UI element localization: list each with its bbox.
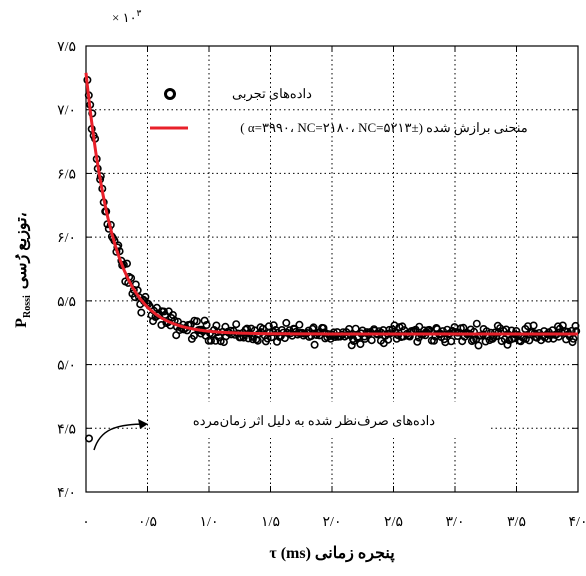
y-tick-label: ۵/۵ xyxy=(57,295,76,310)
x-tick-label: ۰ xyxy=(82,515,90,530)
data-point xyxy=(200,316,209,325)
annotation-text: داده‌های صرف‌نظر شده به دلیل اثر زمان‌مر… xyxy=(193,413,435,429)
data-point xyxy=(472,319,481,328)
data-point xyxy=(569,334,578,343)
y-tick-label: ۶/۰ xyxy=(57,231,76,246)
data-point xyxy=(310,340,319,349)
data-point xyxy=(503,340,512,349)
data-point xyxy=(190,331,199,340)
legend-marker-experimental xyxy=(164,88,176,100)
x-tick-label: ۳/۵ xyxy=(507,515,526,530)
data-point xyxy=(244,334,253,343)
data-point xyxy=(429,336,438,345)
x-tick-label: ۳/۰ xyxy=(446,515,465,530)
annotation-arrowhead xyxy=(138,419,148,429)
x-tick-label: ۱/۰ xyxy=(200,515,219,530)
x-tick-label: ۴/۰ xyxy=(569,515,586,530)
data-point xyxy=(415,322,424,331)
x-tick-label: ۰/۵ xyxy=(138,515,157,530)
data-point xyxy=(568,338,577,347)
data-point xyxy=(214,333,223,342)
svg-text:PRossiتوزیع رُسی،: PRossiتوزیع رُسی، xyxy=(13,212,33,328)
data-point xyxy=(413,337,422,346)
data-point xyxy=(447,337,456,346)
axis-exponent: × ۱۰۳ xyxy=(112,8,142,25)
y-tick-label: ۴/۰ xyxy=(57,486,76,501)
data-point xyxy=(367,336,376,345)
data-point xyxy=(392,334,401,343)
data-point xyxy=(309,323,318,332)
legend-entry-fit: منحنی برازش شده (±α=۳۹۹۰، NC=۲۱۸۰، NC=۵۲… xyxy=(240,120,528,136)
outlier-point xyxy=(85,434,94,443)
data-point xyxy=(329,328,338,337)
annotation-box xyxy=(150,402,488,438)
data-point xyxy=(319,324,328,333)
x-tick-label: ۲/۰ xyxy=(323,515,342,530)
fit-curve xyxy=(84,72,578,336)
data-point xyxy=(326,334,335,343)
data-point xyxy=(202,320,211,329)
data-point xyxy=(384,335,393,344)
annotation: داده‌های صرف‌نظر شده به دلیل اثر زمان‌مر… xyxy=(93,402,488,451)
data-point xyxy=(390,321,399,330)
data-point xyxy=(137,308,146,317)
legend-entry-experimental: داده‌های تجربی xyxy=(232,86,312,102)
data-point xyxy=(295,320,304,329)
annotation-arrow xyxy=(93,423,147,451)
data-point xyxy=(123,259,132,268)
y-tick-label: ۷/۵ xyxy=(57,40,76,55)
data-point xyxy=(248,335,257,344)
y-tick-label: ۴/۵ xyxy=(57,422,76,437)
data-point xyxy=(571,321,580,330)
axis-ticks: ۰ ۰/۵ ۱/۰ ۱/۵ ۲/۰ ۲/۵ ۳/۰ ۳/۵ ۴/۰ ۴/۰ ۴/۵ ۵/۰ ۵/۵ ۶/۰… xyxy=(57,40,586,530)
y-axis-title: PRossiتوزیع رُسی، xyxy=(13,212,33,328)
data-point xyxy=(525,336,534,345)
data-point xyxy=(356,340,365,349)
y-tick-label: ۵/۰ xyxy=(57,359,76,374)
data-point xyxy=(282,318,291,327)
y-tick-label: ۶/۵ xyxy=(57,167,76,182)
y-tick-label: ۷/۰ xyxy=(57,104,76,119)
data-point xyxy=(474,341,483,350)
data-point xyxy=(192,317,201,326)
data-point xyxy=(269,321,278,330)
data-point xyxy=(232,320,241,329)
legend: داده‌های تجربی منحنی برازش شده (±α=۳۹۹۰،… xyxy=(150,86,528,136)
x-axis-title: پنجره زمانی τ (ms) xyxy=(269,545,395,563)
data-point xyxy=(529,321,538,330)
data-point xyxy=(351,324,360,333)
x-tick-label: ۲/۵ xyxy=(384,515,403,530)
x-tick-label: ۱/۵ xyxy=(261,515,280,530)
